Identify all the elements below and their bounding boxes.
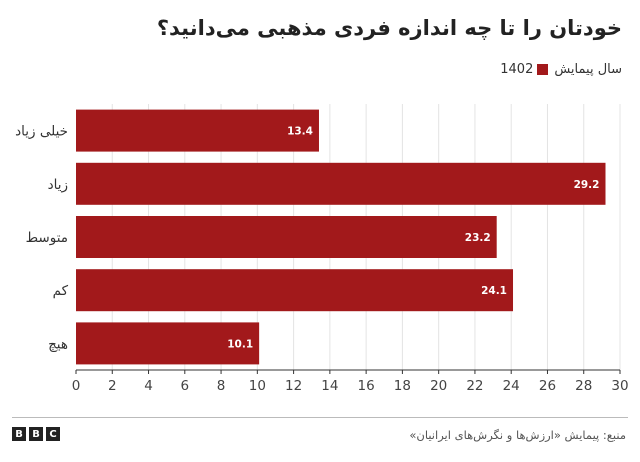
bar	[76, 216, 497, 258]
x-tick-label: 6	[181, 378, 190, 394]
legend-series-name: 1402	[500, 62, 534, 77]
x-tick-label: 24	[503, 378, 520, 394]
legend-swatch	[537, 64, 549, 75]
footer-divider	[12, 417, 628, 418]
x-tick-label: 10	[249, 378, 266, 394]
category-label: متوسط	[26, 230, 68, 246]
bar	[76, 322, 260, 365]
bbc-logo-letter: C	[46, 427, 60, 441]
bar	[76, 162, 606, 205]
x-tick-label: 26	[539, 378, 556, 394]
bbc-logo-letter: B	[29, 427, 43, 441]
x-tick-label: 22	[466, 378, 483, 394]
x-tick-label: 0	[72, 378, 81, 394]
category-label: زیاد	[48, 177, 68, 193]
legend-label: سال پیمایش	[554, 62, 622, 77]
x-tick-label: 16	[358, 378, 375, 394]
x-tick-label: 28	[575, 378, 592, 394]
chart-title: خودتان را تا چه اندازه فردی مذهبی می‌دان…	[156, 16, 622, 40]
category-label: هیچ	[48, 336, 68, 352]
category-label: کم	[53, 283, 69, 299]
bar-data-label: 29.2	[574, 179, 600, 191]
bar-data-label: 23.2	[465, 232, 491, 244]
x-tick-label: 4	[144, 378, 153, 394]
x-tick-label: 14	[321, 378, 338, 394]
x-tick-label: 20	[430, 378, 447, 394]
bar	[76, 109, 319, 152]
x-tick-label: 12	[285, 378, 302, 394]
bbc-logo-letter: B	[12, 427, 26, 441]
x-tick-label: 18	[394, 378, 411, 394]
legend: سال پیمایش 1402	[500, 62, 622, 77]
bar-data-label: 13.4	[287, 126, 313, 138]
bar-data-label: 24.1	[481, 285, 507, 297]
x-tick-label: 8	[217, 378, 226, 394]
x-tick-label: 30	[611, 378, 628, 394]
bar	[76, 269, 514, 312]
x-tick-label: 2	[108, 378, 117, 394]
category-label: خیلی زیاد	[15, 124, 68, 140]
source-note: منبع: پیمایش «ارزش‌ها و نگرش‌های ایرانیا…	[409, 428, 626, 442]
bbc-logo: B B C	[12, 427, 60, 441]
bar-data-label: 10.1	[227, 338, 253, 350]
